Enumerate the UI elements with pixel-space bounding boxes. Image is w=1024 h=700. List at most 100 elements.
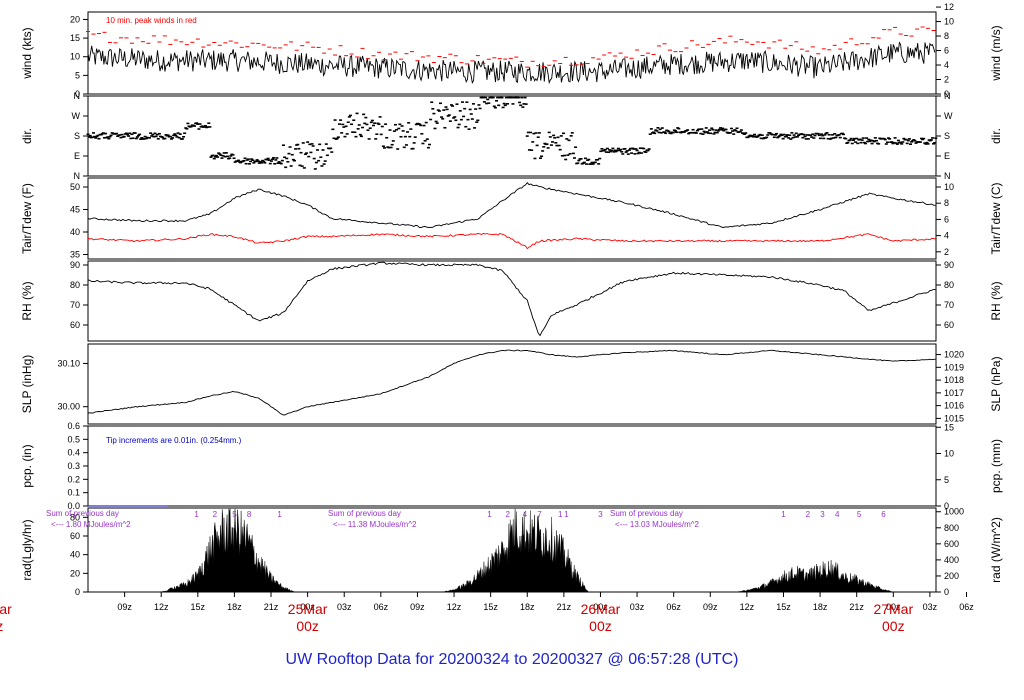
rad-uv-mark: 1 xyxy=(487,510,492,519)
pcp-left-tick-label: 0.4 xyxy=(67,448,80,458)
temp-right-tick-label: 2 xyxy=(944,247,949,257)
rad-uv-mark: 5 xyxy=(857,510,862,519)
x-tick-label: 09z xyxy=(410,602,425,612)
rh-right-tick-label: 70 xyxy=(944,300,954,310)
rad-right-tick-label: 0 xyxy=(944,587,949,597)
x-tick-label: 00z xyxy=(300,602,315,612)
x-tick-label: 06z xyxy=(374,602,389,612)
x-tick-label: 15z xyxy=(776,602,791,612)
x-tick-label: 09z xyxy=(117,602,132,612)
wind-ylabel-right: wind (m/s) xyxy=(989,25,1003,81)
temp-left-tick-label: 45 xyxy=(70,205,80,215)
wind-right-tick-label: 12 xyxy=(944,2,954,12)
dir-left-tick-label: N xyxy=(74,91,81,101)
panel-temp: 35 40 45 50 2 4 6 8 10 Tair/Tdew (F) Tair/Tdew (C) xyxy=(20,177,1003,260)
pcp-right-tick-label: 10 xyxy=(944,449,954,459)
day-label-time: 00z xyxy=(589,618,612,634)
wind-ylabel-left: wind (kts) xyxy=(20,27,34,79)
temp-left-tick-label: 50 xyxy=(70,182,80,192)
rh-frame xyxy=(87,260,937,342)
rad-sum-value: <--- 1.80 MJoules/m^2 xyxy=(51,520,131,529)
slp-left-tick-label: 30.10 xyxy=(57,358,80,368)
temp-left-tick-label: 35 xyxy=(70,250,80,260)
rh-ylabel-left: RH (%) xyxy=(20,281,34,320)
rad-left-tick-label: 20 xyxy=(70,568,80,578)
slp-series-slp-line xyxy=(87,349,936,416)
wind-right-tick-label: 10 xyxy=(944,17,954,27)
pcp-left-tick-label: 0.5 xyxy=(67,434,80,444)
panel-pcp: 0.0 0.1 0.2 0.3 0.4 0.5 0.6 0 5 10 15 pcp. (in) pcp.… xyxy=(20,421,1003,511)
temp-frame xyxy=(87,177,937,260)
wind-frame xyxy=(87,11,937,95)
pcp-annotation: Tip increments are 0.01in. (0.254mm.) xyxy=(106,436,242,445)
temp-ylabel-left: Tair/Tdew (F) xyxy=(20,183,34,254)
wind-left-tick-label: 0 xyxy=(75,89,80,99)
rh-left-tick-label: 60 xyxy=(70,320,80,330)
day-label-time: 00z xyxy=(882,618,905,634)
rh-series-rh-line xyxy=(87,261,936,337)
pcp-left-tick-label: 0.3 xyxy=(67,461,80,471)
rad-right-tick-label: 200 xyxy=(944,571,959,581)
slp-right-tick-label: 1016 xyxy=(944,401,964,411)
x-tick-label: 03z xyxy=(337,602,352,612)
x-tick-label: 06z xyxy=(666,602,681,612)
rad-area-day-2 xyxy=(441,508,589,593)
pcp-right-tick-label: 5 xyxy=(944,475,949,485)
rad-uv-mark: 8 xyxy=(247,510,252,519)
wind-left-tick-label: 5 xyxy=(75,70,80,80)
pcp-left-tick-label: 0.6 xyxy=(67,421,80,431)
rad-uv-mark: 5 xyxy=(232,510,237,519)
day-label-partial: 24Mar xyxy=(0,601,12,617)
wind-right-tick-label: 4 xyxy=(944,60,949,70)
slp-left-tick-label: 30.00 xyxy=(57,402,80,412)
pcp-left-tick-label: 0.2 xyxy=(67,474,80,484)
dir-ylabel-left: dir. xyxy=(20,128,34,144)
day-label-partial-time: 00z xyxy=(0,618,3,634)
slp-frame xyxy=(87,343,937,425)
wind-left-tick-label: 15 xyxy=(70,33,80,43)
rad-uv-mark: 1 xyxy=(781,510,786,519)
slp-right-tick-label: 1019 xyxy=(944,362,964,372)
temp-right-tick-label: 6 xyxy=(944,214,949,224)
slp-right-tick-label: 1015 xyxy=(944,413,964,423)
day-label: 25Mar xyxy=(288,601,328,617)
dir-left-tick-label: N xyxy=(74,171,81,181)
rad-uv-mark: 6 xyxy=(881,510,886,519)
temp-series-tair-line xyxy=(87,182,936,229)
pcp-left-tick-label: 0.1 xyxy=(67,488,80,498)
day-label-time: 00z xyxy=(296,618,319,634)
panel-slp: 30.00 30.10 1015 1016 1017 1018 1019 1020 SLP (i… xyxy=(20,343,1003,425)
dir-right-tick-label: S xyxy=(944,131,950,141)
dir-left-tick-label: W xyxy=(72,111,81,121)
x-tick-label: 12z xyxy=(154,602,169,612)
dir-ylabel-right: dir. xyxy=(989,128,1003,144)
chart-title: UW Rooftop Data for 20200324 to 20200327… xyxy=(286,651,739,668)
wind-series-line xyxy=(87,41,936,85)
rad-uv-mark: 1 xyxy=(564,510,569,519)
x-tick-label: 21z xyxy=(557,602,572,612)
x-tick-label: 00z xyxy=(886,602,901,612)
rad-right-tick-label: 600 xyxy=(944,539,959,549)
rad-sum-value: <--- 13.03 MJoules/m^2 xyxy=(615,520,700,529)
dir-frame xyxy=(87,95,937,177)
rh-right-tick-label: 80 xyxy=(944,280,954,290)
dir-left-tick-label: E xyxy=(74,151,80,161)
x-tick-label: 03z xyxy=(923,602,938,612)
rad-uv-mark: 2 xyxy=(213,510,218,519)
rad-ylabel-left: rad(Lgly/hr) xyxy=(20,519,34,580)
x-tick-label: 15z xyxy=(191,602,206,612)
dir-right-tick-label: W xyxy=(944,111,953,121)
rad-uv-mark: 3 xyxy=(598,510,603,519)
pcp-ylabel-left: pcp. (in) xyxy=(20,444,34,487)
rh-left-tick-label: 80 xyxy=(70,280,80,290)
wind-annotation: 10 min. peak winds in red xyxy=(106,16,197,25)
rad-right-tick-label: 800 xyxy=(944,523,959,533)
temp-left-tick-label: 40 xyxy=(70,227,80,237)
temp-series-tdew-line xyxy=(87,232,936,250)
rad-left-tick-label: 40 xyxy=(70,550,80,560)
rad-sum-label: Sum of previous day xyxy=(46,509,119,518)
day-label: 26Mar xyxy=(581,601,621,617)
rad-sum-label: Sum of previous day xyxy=(328,509,401,518)
dir-right-tick-label: E xyxy=(944,151,950,161)
